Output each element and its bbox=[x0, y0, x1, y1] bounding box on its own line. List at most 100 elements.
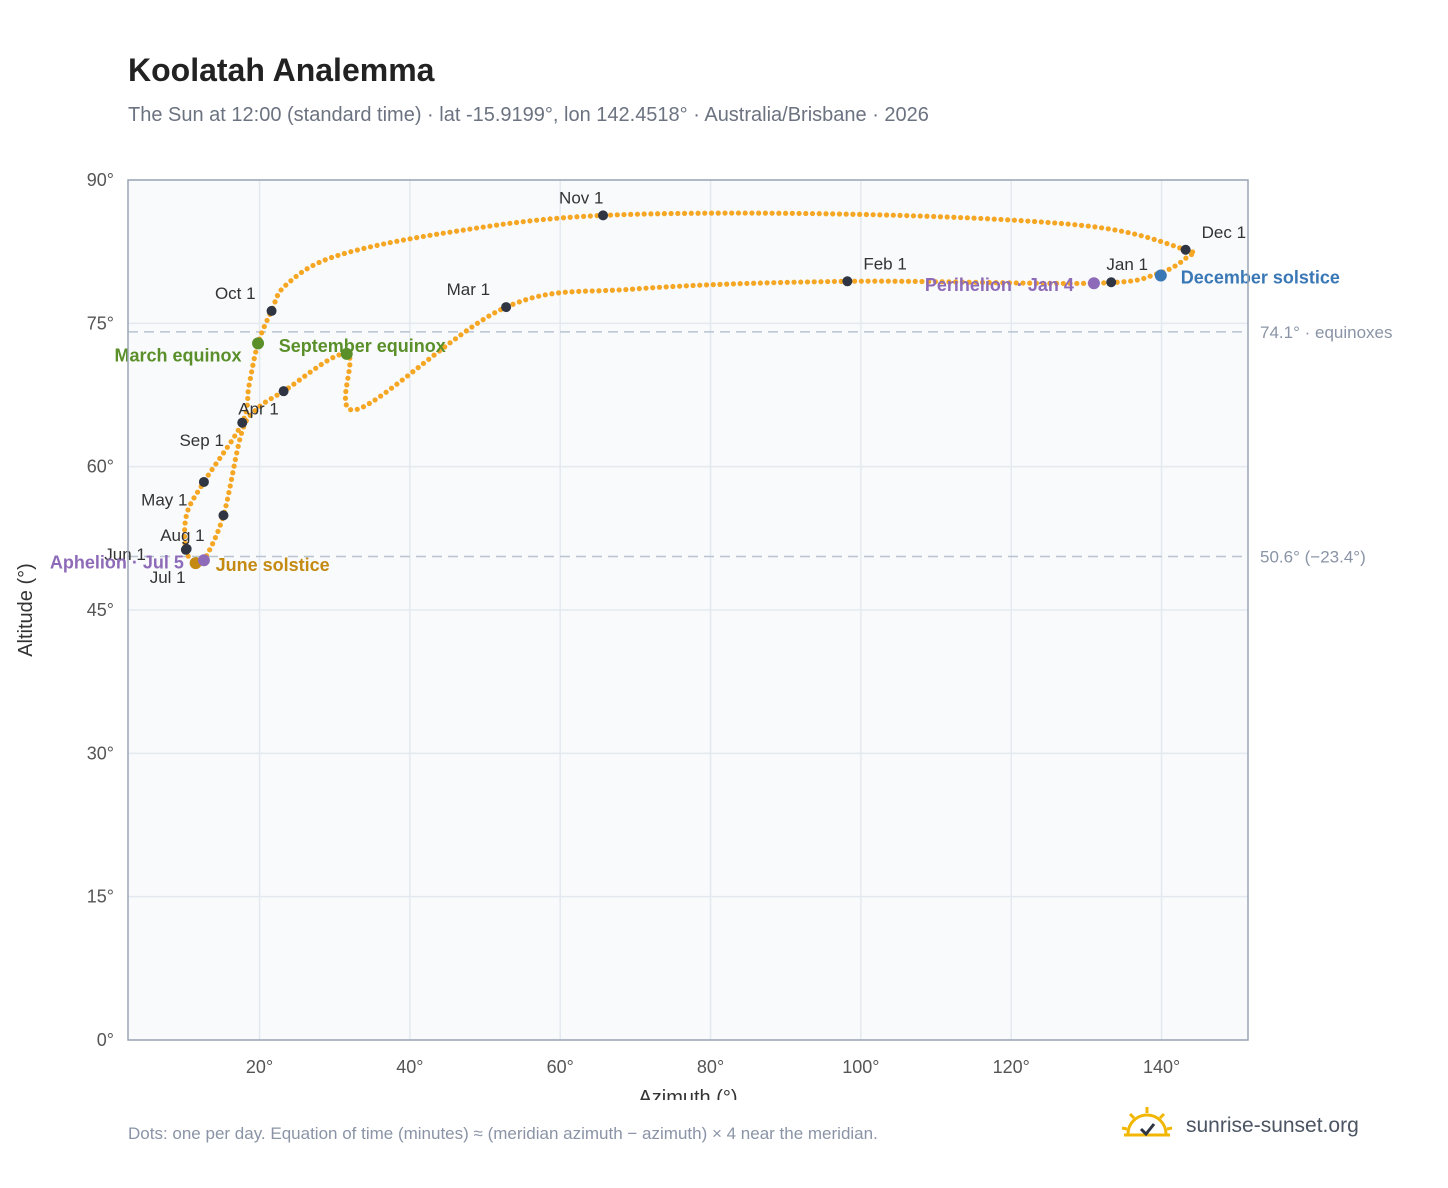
daily-sun-dot bbox=[939, 279, 945, 285]
daily-sun-dot bbox=[534, 217, 540, 223]
daily-sun-dot bbox=[207, 547, 213, 553]
daily-sun-dot bbox=[540, 216, 546, 223]
daily-sun-dot bbox=[487, 223, 493, 229]
daily-sun-dot bbox=[272, 299, 278, 305]
daily-sun-dot bbox=[434, 231, 440, 237]
daily-sun-dot bbox=[697, 282, 703, 288]
apsis-marker bbox=[197, 554, 210, 567]
daily-sun-dot bbox=[447, 340, 453, 346]
daily-sun-dot bbox=[777, 279, 784, 286]
daily-sun-dot bbox=[217, 522, 223, 528]
daily-sun-dot bbox=[789, 210, 795, 216]
daily-sun-dot bbox=[414, 235, 420, 241]
daily-sun-dot bbox=[343, 402, 349, 408]
daily-sun-dot bbox=[182, 533, 188, 540]
daily-sun-dot bbox=[603, 287, 609, 294]
daily-sun-dot bbox=[979, 279, 986, 286]
daily-sun-dot bbox=[932, 279, 939, 285]
month-marker-label: Dec 1 bbox=[1202, 223, 1246, 242]
daily-sun-dot bbox=[811, 279, 817, 285]
month-marker bbox=[278, 386, 289, 397]
daily-sun-dot bbox=[991, 216, 997, 222]
daily-sun-dot bbox=[244, 402, 250, 408]
daily-sun-dot bbox=[784, 279, 790, 285]
daily-sun-dot bbox=[798, 279, 804, 285]
daily-sun-dot bbox=[336, 352, 342, 358]
daily-sun-dot bbox=[238, 430, 245, 436]
daily-sun-dot bbox=[383, 389, 389, 395]
daily-sun-dot bbox=[372, 397, 378, 403]
daily-sun-dot bbox=[394, 381, 400, 387]
daily-sun-dot bbox=[188, 501, 194, 507]
daily-sun-dot bbox=[463, 328, 469, 334]
daily-sun-dot bbox=[865, 278, 871, 284]
daily-sun-dot bbox=[251, 356, 257, 362]
daily-sun-dot bbox=[688, 210, 694, 216]
daily-sun-dot bbox=[1121, 279, 1127, 285]
daily-sun-dot bbox=[510, 301, 516, 307]
daily-sun-dot bbox=[431, 352, 437, 358]
daily-sun-dot bbox=[217, 455, 223, 462]
daily-sun-dot bbox=[302, 373, 308, 379]
month-marker-label: Jan 1 bbox=[1106, 255, 1148, 274]
month-marker bbox=[198, 476, 209, 487]
daily-sun-dot bbox=[394, 238, 400, 244]
daily-sun-dot bbox=[1085, 223, 1091, 229]
daily-sun-dot bbox=[614, 212, 620, 218]
daily-sun-dot bbox=[1072, 222, 1078, 228]
daily-sun-dot bbox=[247, 412, 253, 418]
equinox-marker bbox=[252, 337, 265, 350]
month-marker bbox=[501, 302, 512, 313]
daily-sun-dot bbox=[973, 279, 979, 285]
daily-sun-dot bbox=[986, 279, 992, 286]
daily-sun-dot bbox=[1000, 280, 1006, 286]
apsis-label: Perihelion · Jan 4 bbox=[925, 275, 1074, 295]
daily-sun-dot bbox=[250, 362, 256, 368]
daily-sun-dot bbox=[227, 483, 233, 489]
daily-sun-dot bbox=[442, 344, 448, 350]
daily-sun-dot bbox=[220, 450, 227, 456]
daily-sun-dot bbox=[493, 222, 500, 228]
daily-sun-dot bbox=[288, 278, 294, 284]
daily-sun-dot bbox=[354, 406, 360, 412]
daily-sun-dot bbox=[978, 215, 984, 222]
daily-sun-dot bbox=[764, 280, 770, 286]
daily-sun-dot bbox=[228, 476, 235, 482]
daily-sun-dot bbox=[182, 527, 188, 533]
daily-sun-dot bbox=[838, 278, 844, 284]
daily-sun-dot bbox=[668, 210, 674, 217]
daily-sun-dot bbox=[878, 278, 885, 284]
daily-sun-dot bbox=[185, 553, 191, 559]
x-tick-label: 60° bbox=[547, 1057, 574, 1077]
daily-sun-dot bbox=[527, 218, 533, 224]
daily-sun-dot bbox=[730, 281, 737, 287]
daily-sun-dot bbox=[226, 489, 232, 496]
daily-sun-dot bbox=[951, 214, 957, 220]
y-tick-label: 45° bbox=[87, 600, 114, 620]
daily-sun-dot bbox=[670, 283, 676, 290]
x-tick-label: 140° bbox=[1143, 1057, 1180, 1077]
grid bbox=[128, 179, 1248, 1041]
daily-sun-dot bbox=[899, 278, 905, 284]
analemma-curve bbox=[182, 210, 1196, 568]
daily-sun-dot bbox=[629, 286, 636, 292]
daily-sun-dot bbox=[223, 503, 229, 509]
daily-sun-dot bbox=[500, 221, 506, 227]
daily-sun-dot bbox=[523, 297, 529, 303]
daily-sun-dot bbox=[742, 210, 748, 216]
daily-sun-dot bbox=[549, 291, 555, 297]
daily-sun-dot bbox=[453, 228, 460, 234]
daily-sun-dot bbox=[791, 279, 797, 285]
daily-sun-dot bbox=[751, 280, 757, 286]
daily-sun-dot bbox=[1067, 280, 1073, 287]
analemma-chart: 74.1° · equinoxes 50.6° (−23.4°) Jan 1 Feb… bbox=[15, 170, 1393, 1100]
daily-sun-dot bbox=[415, 365, 421, 371]
daily-sun-dot bbox=[400, 237, 407, 243]
daily-sun-dot bbox=[520, 219, 526, 225]
y-tick-label: 15° bbox=[87, 887, 114, 907]
reference-line-label: 50.6° (−23.4°) bbox=[1260, 547, 1366, 566]
daily-sun-dot bbox=[1006, 280, 1013, 286]
daily-sun-dot bbox=[643, 285, 649, 291]
daily-sun-dot bbox=[596, 288, 602, 294]
